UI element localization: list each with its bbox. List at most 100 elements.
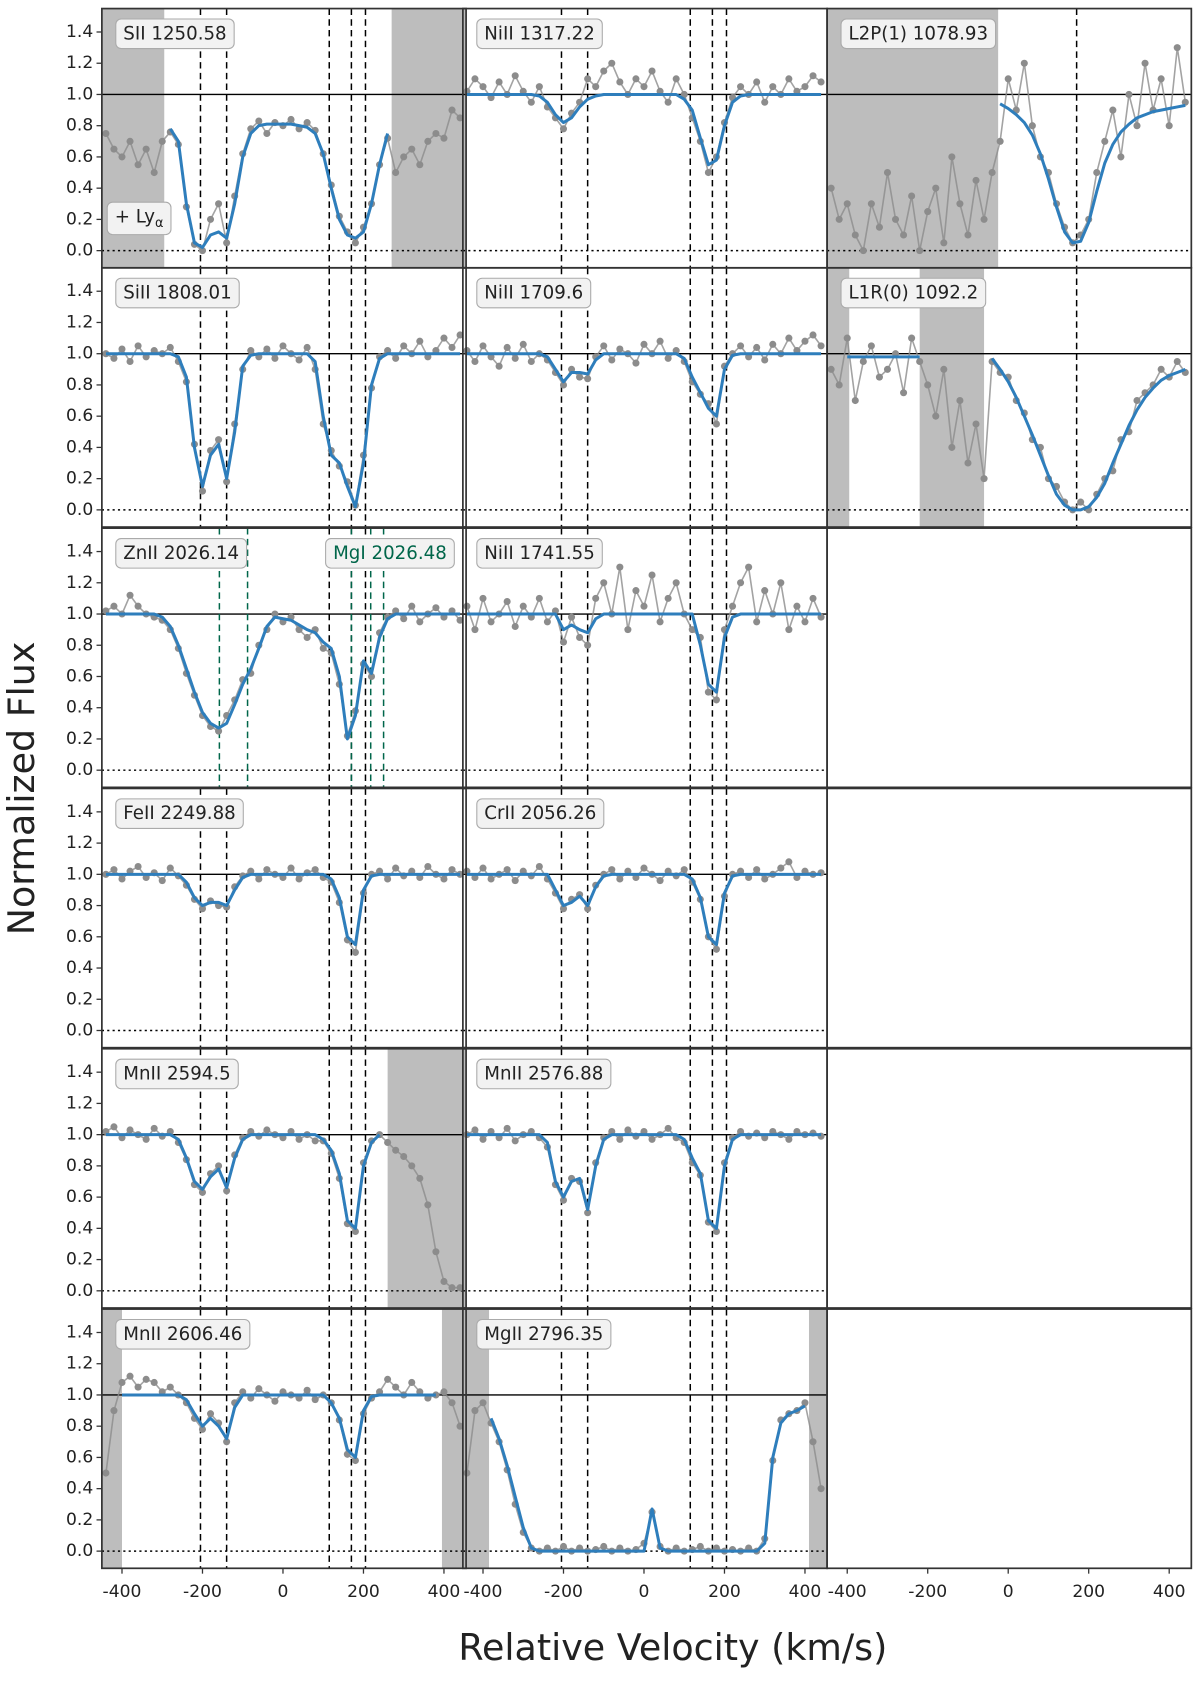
data-point	[511, 622, 519, 631]
data-point	[916, 247, 924, 255]
data-point	[737, 342, 745, 350]
data-point	[1117, 153, 1125, 161]
x-tick-label: 0	[278, 1582, 289, 1602]
data-point	[972, 176, 980, 184]
data-point	[311, 866, 319, 874]
data-point	[118, 1378, 126, 1386]
data-point	[817, 78, 825, 86]
line-label: L2P(1) 1078.93	[849, 23, 989, 44]
y-tick-label: 0.8	[66, 896, 93, 916]
data-point	[608, 866, 616, 874]
data-point	[150, 1124, 158, 1132]
data-point	[440, 875, 448, 883]
y-tick-label: 0.4	[66, 178, 93, 198]
line-label: SII 1250.58	[123, 23, 226, 44]
data-point	[392, 169, 400, 177]
data-point	[1133, 122, 1141, 130]
data-point	[424, 862, 432, 871]
masked-region	[827, 267, 850, 528]
panel	[827, 267, 1192, 528]
y-tick-label: 0.4	[66, 958, 93, 978]
x-tick-label: 200	[347, 1582, 380, 1602]
data-point	[769, 83, 777, 91]
model-line	[105, 352, 461, 509]
data-point	[640, 340, 648, 348]
data-point	[584, 1209, 592, 1217]
y-tick-label: 1.2	[66, 833, 93, 853]
data-point	[761, 587, 769, 595]
data-point	[568, 613, 576, 621]
data-point	[664, 98, 672, 106]
data-point	[503, 1124, 511, 1132]
data-point	[223, 1187, 231, 1195]
data-point	[440, 1277, 448, 1285]
x-tick-label: 400	[1153, 1582, 1186, 1602]
masked-region	[808, 1309, 828, 1569]
panel-frame	[101, 1308, 467, 1570]
data-point	[712, 945, 720, 953]
data-point	[1020, 59, 1028, 67]
data-point	[1141, 59, 1149, 67]
data-point	[198, 905, 207, 913]
panel-frame	[101, 266, 467, 528]
data-point	[809, 72, 817, 80]
data-point	[392, 864, 400, 872]
panel-frame	[826, 1047, 1193, 1309]
data-point	[511, 877, 519, 885]
data-point	[680, 90, 688, 98]
x-tick-label: -400	[103, 1582, 142, 1602]
data-point	[416, 618, 424, 626]
data-point	[206, 215, 215, 223]
data-point	[142, 145, 150, 153]
data-point	[1157, 365, 1165, 373]
data-point	[956, 397, 964, 405]
y-tick-label: 0.2	[66, 1250, 93, 1270]
data-point	[392, 1383, 400, 1391]
data-point	[295, 356, 303, 364]
data-point	[448, 866, 456, 874]
data-point	[471, 1126, 479, 1134]
label-box	[115, 18, 235, 50]
data-point	[584, 375, 592, 383]
data-point	[527, 98, 535, 106]
y-tick-label: 0.0	[66, 760, 93, 780]
data-point	[616, 563, 624, 571]
y-tick-label: 0.8	[66, 635, 93, 655]
data-point	[600, 342, 608, 350]
data-point	[134, 161, 142, 169]
data-point	[785, 334, 793, 342]
data-point	[102, 1469, 110, 1477]
data-point	[295, 875, 303, 883]
data-point	[648, 1135, 656, 1143]
data-trace	[466, 564, 822, 702]
data-point	[664, 354, 672, 362]
data-point	[809, 331, 817, 339]
data-point	[859, 247, 867, 255]
line-label: MnII 2606.46	[123, 1324, 242, 1345]
data-point	[206, 1410, 215, 1418]
data-point	[817, 342, 825, 350]
data-point	[616, 345, 624, 353]
data-point	[432, 1248, 440, 1256]
y-tick-label: 1.4	[66, 1062, 93, 1082]
y-tick-label: 0.0	[66, 500, 93, 520]
data-point	[440, 1388, 448, 1396]
note-subscript: α	[155, 215, 163, 230]
x-tick-label: 0	[1003, 1582, 1014, 1602]
data-point	[584, 641, 592, 649]
data-point	[215, 200, 223, 208]
y-tick-label: 0.4	[66, 1218, 93, 1238]
data-point	[247, 347, 255, 355]
data-point	[809, 1438, 817, 1446]
panel	[101, 528, 467, 788]
y-tick-label: 0.0	[66, 1021, 93, 1041]
data-point	[535, 594, 543, 602]
data-point	[584, 75, 592, 83]
panel-frame	[101, 1047, 467, 1309]
data-point	[559, 905, 568, 913]
data-point	[134, 862, 142, 871]
panel	[827, 8, 1192, 268]
data-point	[608, 356, 616, 364]
data-point	[198, 1188, 207, 1196]
